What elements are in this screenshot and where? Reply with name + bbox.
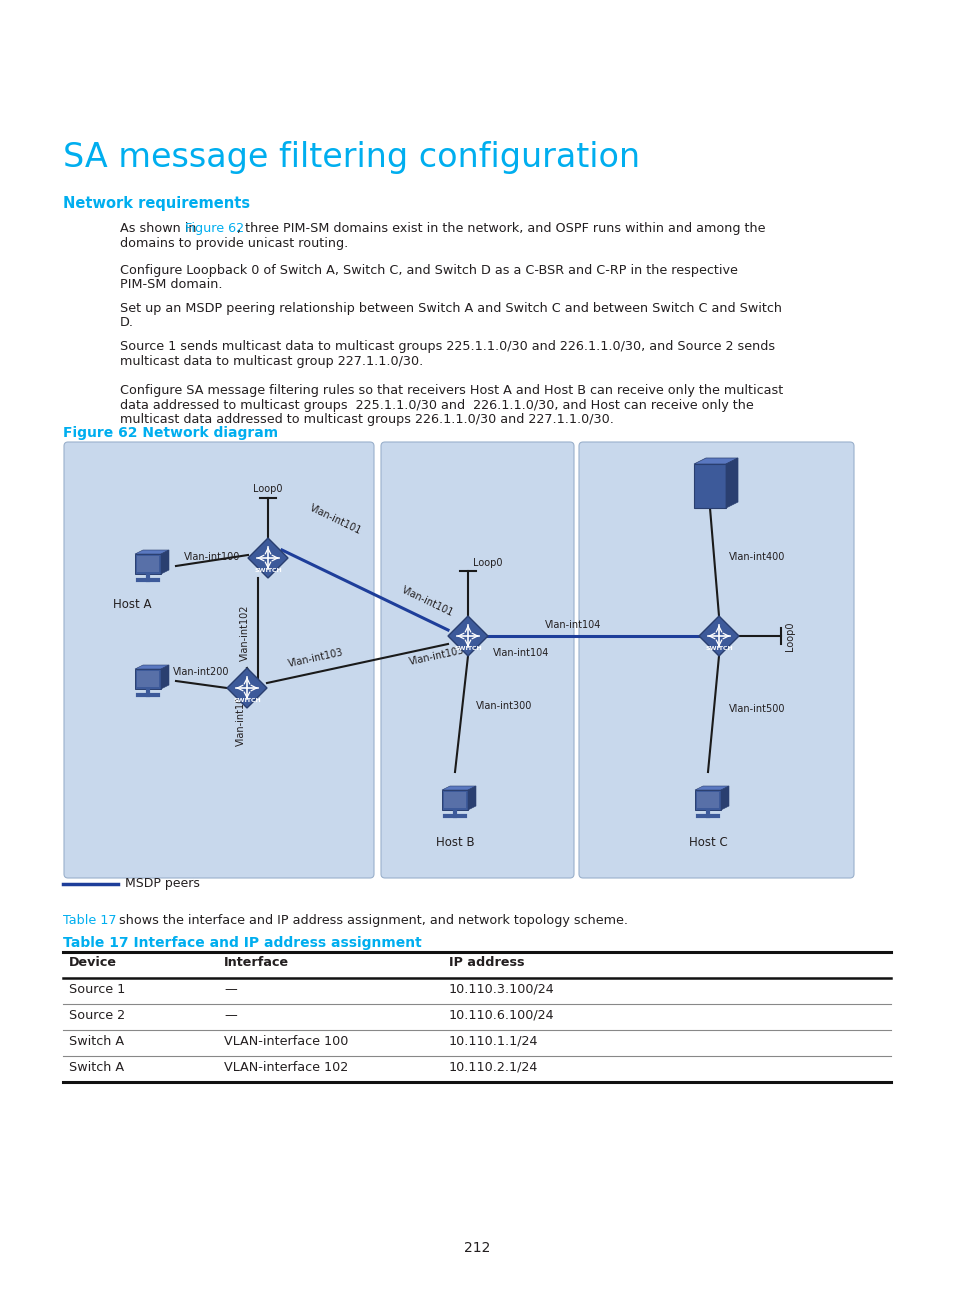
- Polygon shape: [448, 616, 488, 656]
- Text: Switch A: Switch A: [69, 1061, 124, 1074]
- FancyBboxPatch shape: [693, 464, 725, 508]
- Text: Host A: Host A: [112, 597, 152, 610]
- Polygon shape: [720, 785, 728, 810]
- Polygon shape: [468, 785, 476, 810]
- Polygon shape: [725, 457, 738, 508]
- Text: SWITCH: SWITCH: [233, 699, 260, 702]
- Text: Device: Device: [69, 956, 117, 969]
- Text: Source 1: Source 1: [69, 982, 125, 997]
- Text: , three PIM-SM domains exist in the network, and OSPF runs within and among the: , three PIM-SM domains exist in the netw…: [236, 222, 764, 235]
- FancyBboxPatch shape: [697, 792, 719, 807]
- Text: Set up an MSDP peering relationship between Switch A and Switch C and between Sw: Set up an MSDP peering relationship betw…: [120, 302, 781, 315]
- Text: data addressed to multicast groups  225.1.1.0/30 and  226.1.1.0/30, and Host can: data addressed to multicast groups 225.1…: [120, 398, 753, 412]
- Text: Switch A: Switch A: [69, 1036, 124, 1048]
- FancyBboxPatch shape: [578, 442, 853, 877]
- Text: SWITCH: SWITCH: [704, 645, 732, 651]
- FancyBboxPatch shape: [137, 556, 159, 572]
- Text: Vlan-int104: Vlan-int104: [544, 619, 600, 630]
- Text: Configure Loopback 0 of Switch A, Switch C, and Switch D as a C-BSR and C-RP in : Configure Loopback 0 of Switch A, Switch…: [120, 264, 737, 277]
- Text: —: —: [224, 982, 236, 997]
- Text: IP address: IP address: [449, 956, 524, 969]
- Polygon shape: [135, 665, 169, 669]
- Text: shows the interface and IP address assignment, and network topology scheme.: shows the interface and IP address assig…: [115, 914, 627, 927]
- Text: Interface: Interface: [224, 956, 289, 969]
- Text: Vlan-int103: Vlan-int103: [287, 647, 344, 669]
- Text: As shown in: As shown in: [120, 222, 200, 235]
- Text: Vlan-int101: Vlan-int101: [308, 503, 363, 537]
- Polygon shape: [695, 785, 728, 791]
- Text: Vlan-int103: Vlan-int103: [408, 645, 465, 667]
- Text: 10.110.2.1/24: 10.110.2.1/24: [449, 1061, 537, 1074]
- Text: SWITCH: SWITCH: [454, 645, 481, 651]
- Text: multicast data to multicast group 227.1.1.0/30.: multicast data to multicast group 227.1.…: [120, 355, 423, 368]
- FancyBboxPatch shape: [443, 792, 465, 807]
- Text: Table 17: Table 17: [63, 914, 116, 927]
- Text: Vlan-int500: Vlan-int500: [728, 704, 784, 714]
- Polygon shape: [693, 457, 738, 464]
- Text: Figure 62: Figure 62: [185, 222, 244, 235]
- Text: Loop0: Loop0: [473, 559, 502, 568]
- Text: 10.110.1.1/24: 10.110.1.1/24: [449, 1036, 537, 1048]
- Text: Loop0: Loop0: [784, 621, 794, 651]
- FancyBboxPatch shape: [380, 442, 574, 877]
- Text: MSDP peers: MSDP peers: [125, 877, 200, 890]
- Text: VLAN-interface 100: VLAN-interface 100: [224, 1036, 348, 1048]
- Text: Network requirements: Network requirements: [63, 196, 250, 211]
- Text: multicast data addressed to multicast groups 226.1.1.0/30 and 227.1.1.0/30.: multicast data addressed to multicast gr…: [120, 413, 613, 426]
- Text: D.: D.: [120, 316, 133, 329]
- FancyBboxPatch shape: [64, 442, 374, 877]
- Text: Vlan-int102: Vlan-int102: [240, 605, 250, 661]
- FancyBboxPatch shape: [441, 791, 468, 810]
- FancyBboxPatch shape: [135, 553, 161, 574]
- Text: Source 2: Source 2: [69, 1010, 125, 1023]
- Polygon shape: [248, 538, 288, 578]
- Text: PIM-SM domain.: PIM-SM domain.: [120, 279, 222, 292]
- Polygon shape: [699, 616, 739, 656]
- Text: —: —: [224, 1010, 236, 1023]
- FancyBboxPatch shape: [135, 669, 161, 689]
- Text: 10.110.6.100/24: 10.110.6.100/24: [449, 1010, 554, 1023]
- Text: 10.110.3.100/24: 10.110.3.100/24: [449, 982, 554, 997]
- FancyBboxPatch shape: [137, 671, 159, 687]
- Text: Vlan-int104: Vlan-int104: [493, 648, 549, 658]
- Polygon shape: [227, 667, 267, 708]
- Text: Host C: Host C: [688, 836, 726, 849]
- Text: Source 1 sends multicast data to multicast groups 225.1.1.0/30 and 226.1.1.0/30,: Source 1 sends multicast data to multica…: [120, 340, 774, 353]
- Text: domains to provide unicast routing.: domains to provide unicast routing.: [120, 236, 348, 250]
- Polygon shape: [161, 550, 169, 574]
- Text: VLAN-interface 102: VLAN-interface 102: [224, 1061, 348, 1074]
- Polygon shape: [135, 550, 169, 553]
- Text: Vlan-int400: Vlan-int400: [728, 552, 784, 562]
- Text: Vlan-int101: Vlan-int101: [399, 586, 455, 618]
- Text: 212: 212: [463, 1242, 490, 1255]
- Text: Vlan-int100: Vlan-int100: [184, 552, 240, 562]
- Text: Vlan-int102: Vlan-int102: [235, 689, 246, 746]
- Text: Vlan-int300: Vlan-int300: [476, 701, 532, 712]
- Text: Loop0: Loop0: [253, 483, 282, 494]
- Text: Host B: Host B: [436, 836, 474, 849]
- Text: SA message filtering configuration: SA message filtering configuration: [63, 141, 639, 174]
- Polygon shape: [161, 665, 169, 689]
- Text: Configure SA message filtering rules so that receivers Host A and Host B can rec: Configure SA message filtering rules so …: [120, 384, 782, 397]
- Text: Table 17 Interface and IP address assignment: Table 17 Interface and IP address assign…: [63, 936, 421, 950]
- Text: Vlan-int200: Vlan-int200: [172, 667, 229, 677]
- FancyBboxPatch shape: [695, 791, 720, 810]
- Text: SWITCH: SWITCH: [253, 568, 281, 573]
- Text: Figure 62 Network diagram: Figure 62 Network diagram: [63, 426, 278, 441]
- Polygon shape: [441, 785, 476, 791]
